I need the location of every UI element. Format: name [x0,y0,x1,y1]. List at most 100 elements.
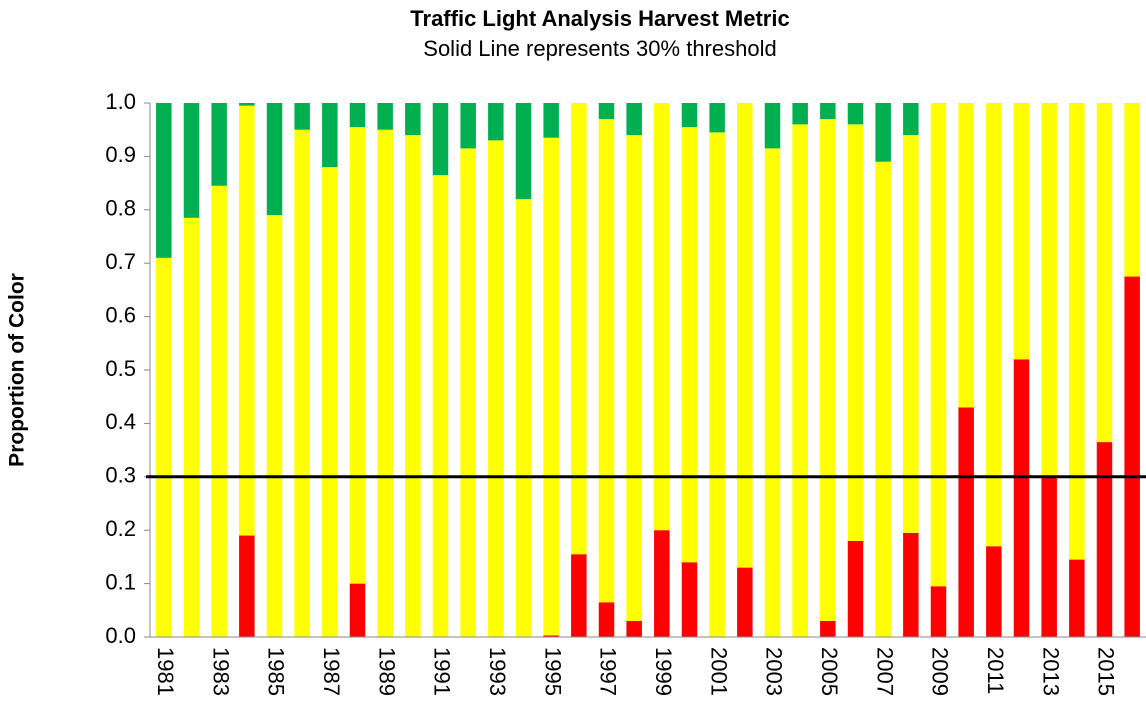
bar-segment [875,161,891,638]
bar-segment [515,199,532,637]
bar-segment [847,103,864,125]
bar-segment [543,103,559,138]
bar-segment [737,103,753,568]
x-tick-label: 1987 [319,647,344,696]
bar-segment [432,103,449,176]
x-tick-label: 2011 [983,647,1008,694]
bar-segment [571,554,587,637]
bar-segment [875,103,891,162]
bar-segment [903,532,919,637]
bar-segment [986,546,1002,637]
bar-segment [156,257,172,637]
bar-segment [681,103,698,128]
bar-segment [349,583,366,637]
bar-segment [930,586,947,637]
bar-segment [1041,476,1057,637]
bar-segment [294,129,310,637]
x-tick-label: 2007 [872,647,897,696]
bar-segment [1096,103,1113,443]
bar-segment [211,103,227,186]
y-tick-label: 0.1 [105,569,136,594]
bar-segment [488,140,504,637]
bar-segment [349,127,366,584]
bar-segment [709,103,725,133]
bar-segment [183,103,200,218]
bar-segment [183,217,200,637]
bar-segment [820,119,836,621]
bar-segment [598,602,615,637]
bar-segment [626,135,642,621]
bar-segment [654,103,670,531]
x-tick-label: 2009 [928,647,953,696]
bar-segment [626,103,642,136]
bar-segment [377,129,393,637]
bar-segment [239,535,255,637]
bar-segment [958,407,974,637]
bar-segment [709,132,725,637]
x-tick-label: 1981 [153,647,178,696]
bar-segment [681,562,698,637]
x-tick-label: 1997 [596,647,621,696]
bar-segment [820,103,836,120]
bar-segment [405,103,421,136]
x-tick-label: 1991 [430,647,455,696]
y-tick-label: 1.0 [105,89,136,114]
bar-segment [322,103,338,168]
bar-segment [1096,442,1113,637]
bar-segment [460,148,476,637]
x-tick-label: 2003 [762,647,787,696]
y-tick-label: 0.8 [105,196,136,221]
bar-segment [1041,103,1057,477]
bar-segment [986,103,1002,547]
bar-segment [847,124,864,541]
x-tick-label: 2001 [706,647,731,696]
bar-segment [1013,103,1030,360]
bar-segment [681,127,698,563]
x-tick-label: 1983 [208,647,233,696]
bar-segment [543,137,559,636]
bar-segment [820,620,836,637]
bar-segment [792,103,808,125]
y-tick-label: 0.3 [105,463,136,488]
bar-segment [598,119,615,603]
bar-segment [377,103,393,130]
y-tick-label: 0.6 [105,302,136,327]
x-tick-label: 2015 [1094,647,1119,696]
bar-segment [958,103,974,408]
x-tick-label: 1989 [374,647,399,696]
bar-segment [737,567,753,637]
bar-segment [571,103,587,555]
chart-title: Traffic Light Analysis Harvest Metric [410,6,789,31]
bar-segment [349,103,366,128]
bar-segment [239,103,255,106]
bar-segment [792,124,808,638]
bar-segment [294,103,310,130]
bar-segment [626,620,642,637]
bar-segment [1124,103,1140,277]
bar-segment [211,185,227,637]
bar-segment [903,135,919,533]
bar-segment [1069,559,1085,637]
bar-segment [903,103,919,136]
bar-segment [1124,276,1140,637]
chart-subtitle: Solid Line represents 30% threshold [423,36,776,61]
bar-segment [405,135,421,638]
bar-segment [930,103,947,587]
y-tick-label: 0.9 [105,142,136,167]
y-tick-label: 0.7 [105,249,136,274]
bar-segment [1069,103,1085,560]
x-tick-label: 1985 [264,647,289,696]
bar-segment [543,635,559,637]
bar-segment [847,540,864,637]
bar-segment [266,103,283,216]
x-tick-label: 1993 [485,647,510,696]
y-tick-label: 0.0 [105,623,136,648]
bar-segment [322,167,338,637]
bar-segment [654,530,670,637]
x-tick-label: 2013 [1038,647,1063,696]
bar-segment [460,103,476,149]
bar-segment [515,103,532,200]
bar-segment [266,215,283,637]
bar-segment [488,103,504,141]
